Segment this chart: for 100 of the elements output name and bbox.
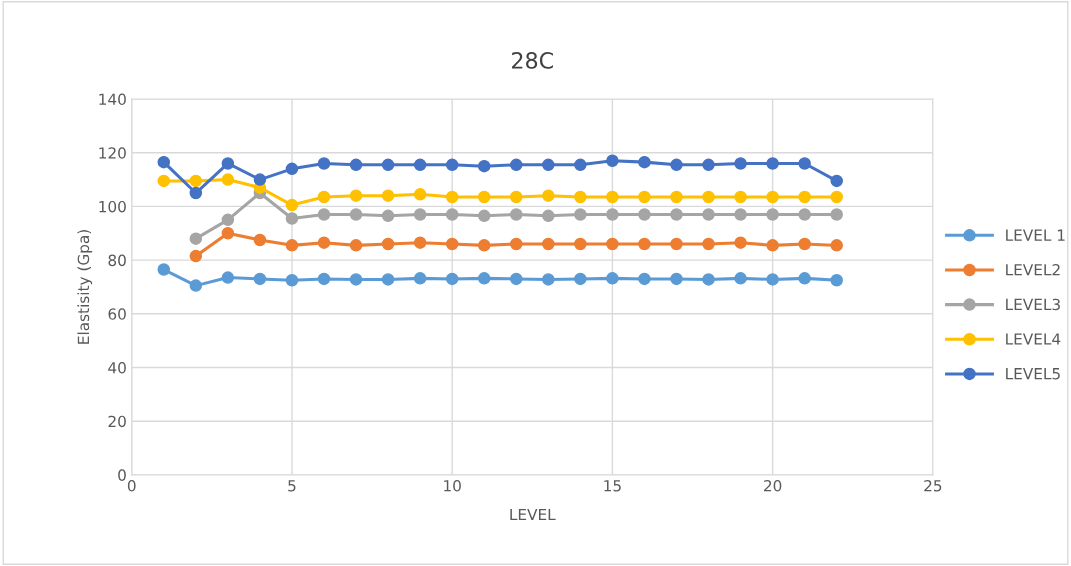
point — [510, 190, 523, 204]
point — [189, 249, 203, 263]
point — [798, 157, 811, 170]
point — [606, 154, 619, 168]
point — [574, 272, 587, 286]
legend-label: LEVEL 1 — [1006, 229, 1065, 241]
y-tick-label: 120 — [99, 147, 126, 159]
point — [702, 237, 715, 251]
legend-label: LEVEL4 — [1006, 333, 1061, 345]
point — [702, 273, 715, 286]
y-tick-label: 20 — [108, 415, 126, 428]
point — [798, 208, 811, 221]
point — [477, 239, 491, 252]
point — [670, 190, 683, 204]
point — [702, 158, 715, 172]
x-tick-label: 5 — [288, 480, 296, 492]
point — [285, 212, 299, 225]
point — [285, 274, 299, 287]
x-axis-title: LEVEL — [510, 508, 556, 521]
point — [253, 173, 267, 186]
point — [670, 208, 683, 221]
point — [606, 190, 619, 204]
y-tick-label: 140 — [99, 93, 126, 106]
point — [445, 190, 459, 204]
legend-label: LEVEL3 — [1006, 298, 1060, 311]
point — [349, 208, 363, 221]
legend-label: LEVEL5 — [1006, 368, 1060, 380]
point — [285, 198, 299, 212]
point — [445, 237, 459, 251]
y-tick-label: 0 — [118, 469, 126, 481]
point — [317, 157, 331, 170]
y-axis-title: Elastisity (Gpa) — [77, 230, 93, 344]
point — [381, 273, 395, 286]
point — [221, 173, 235, 186]
point — [542, 273, 555, 286]
point — [638, 190, 651, 204]
y-tick-label: 100 — [99, 200, 126, 213]
point — [189, 186, 203, 200]
point — [477, 272, 491, 285]
point — [381, 158, 395, 172]
point — [445, 208, 459, 221]
point — [574, 237, 587, 251]
point — [189, 279, 203, 292]
point — [734, 236, 747, 249]
point — [702, 208, 715, 221]
point — [317, 272, 331, 286]
point — [221, 157, 235, 170]
point — [830, 274, 843, 287]
x-tick-label: 20 — [764, 480, 782, 492]
point — [542, 209, 555, 223]
point — [381, 209, 395, 223]
point — [670, 237, 683, 251]
legend-label: LEVEL2 — [1006, 263, 1060, 276]
point — [830, 208, 843, 221]
point — [413, 272, 427, 285]
point — [606, 237, 619, 251]
point — [253, 272, 267, 286]
point — [477, 190, 491, 204]
point — [477, 159, 491, 173]
point — [798, 190, 811, 204]
point — [510, 237, 523, 251]
point — [221, 227, 235, 240]
point — [766, 239, 779, 252]
point — [574, 208, 587, 221]
point — [381, 189, 395, 202]
point — [766, 157, 779, 170]
point — [638, 208, 651, 221]
point — [606, 208, 619, 221]
point — [221, 213, 235, 227]
point — [285, 239, 299, 252]
point — [253, 233, 267, 247]
point — [830, 190, 843, 204]
point — [285, 162, 299, 176]
point — [542, 189, 555, 202]
point — [413, 236, 427, 249]
point — [574, 158, 587, 172]
point — [734, 157, 747, 170]
chart-title: 28C — [512, 52, 553, 69]
point — [317, 190, 331, 204]
point — [317, 208, 331, 221]
point — [510, 272, 523, 286]
point — [157, 263, 171, 276]
point — [734, 272, 747, 285]
point — [477, 209, 491, 223]
point — [702, 190, 715, 204]
point — [830, 239, 843, 252]
point — [349, 273, 363, 286]
point — [157, 174, 171, 188]
point — [542, 158, 555, 172]
point — [734, 190, 747, 204]
y-tick-label: 80 — [108, 254, 126, 267]
y-tick-label: 40 — [108, 361, 126, 374]
point — [798, 237, 811, 251]
point — [413, 158, 427, 172]
point — [542, 237, 555, 251]
point — [638, 272, 651, 286]
point — [638, 155, 651, 169]
point — [157, 155, 171, 169]
point — [413, 188, 427, 201]
point — [670, 158, 683, 172]
